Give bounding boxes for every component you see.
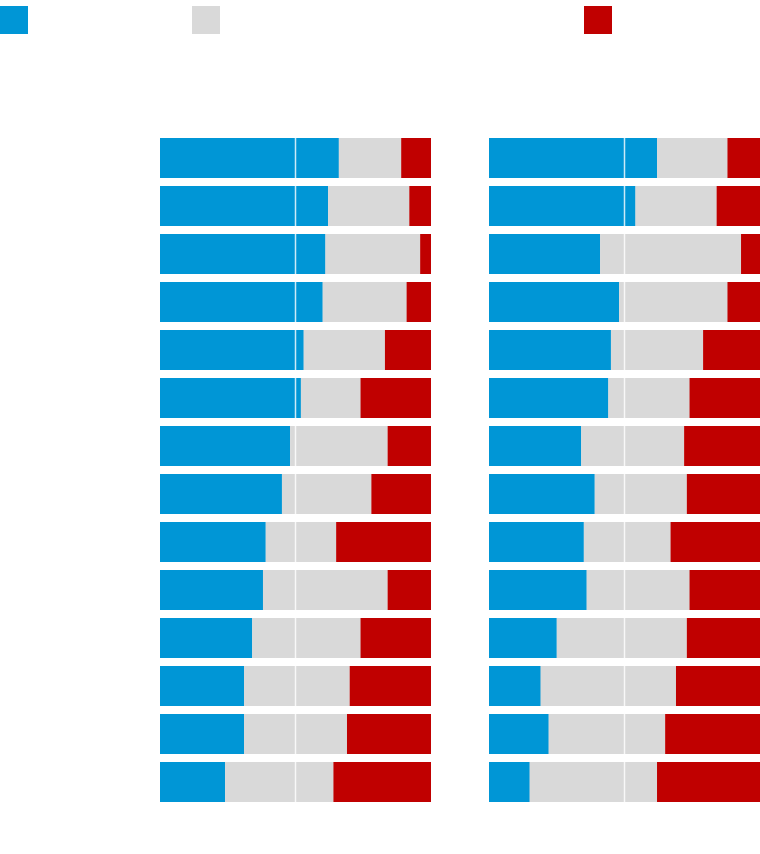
bar-segment: [489, 138, 658, 178]
bar-segment: [160, 762, 226, 802]
bar-segment: [406, 282, 431, 322]
bar-segment: [489, 330, 611, 370]
bar-segment: [349, 666, 431, 706]
bar-segment: [529, 762, 658, 802]
bar-segment: [387, 426, 431, 466]
bar-segment: [727, 138, 760, 178]
bar-segment: [160, 618, 253, 658]
bar-segment: [346, 714, 431, 754]
legend-swatch: [0, 6, 28, 34]
bar-segment: [657, 138, 728, 178]
bar-segment: [325, 234, 421, 274]
bar-segment: [489, 186, 636, 226]
bar-segment: [387, 570, 431, 610]
bar-segment: [489, 714, 549, 754]
bar-segment: [670, 522, 760, 562]
bar-segment: [583, 522, 671, 562]
bar-segment: [328, 186, 410, 226]
bar-segment: [401, 138, 431, 178]
bar-segment: [489, 378, 609, 418]
bar-segment: [160, 330, 304, 370]
bar-segment: [489, 570, 587, 610]
legend-swatch: [584, 6, 612, 34]
bar-segment: [160, 666, 245, 706]
bar-segment: [635, 186, 717, 226]
bar-segment: [300, 378, 361, 418]
bar-segment: [489, 234, 601, 274]
bar-segment: [675, 666, 760, 706]
bar-segment: [160, 138, 339, 178]
bar-segment: [290, 426, 388, 466]
bar-segment: [336, 522, 431, 562]
bar-segment: [594, 474, 687, 514]
bar-segment: [540, 666, 676, 706]
bar-segment: [489, 762, 530, 802]
bar-segment: [262, 570, 388, 610]
bar-segment: [360, 618, 431, 658]
bar-segment: [489, 474, 595, 514]
legend-swatch: [192, 6, 220, 34]
bar-segment: [420, 234, 431, 274]
bar-segment: [333, 762, 431, 802]
bar-segment: [384, 330, 431, 370]
bar-segment: [689, 378, 760, 418]
bar-segment: [608, 378, 690, 418]
bar-segment: [360, 378, 431, 418]
bar-segment: [489, 282, 620, 322]
bar-segment: [160, 378, 301, 418]
bar-segment: [160, 522, 266, 562]
bar-segment: [409, 186, 431, 226]
bar-segment: [160, 234, 326, 274]
bar-segment: [619, 282, 728, 322]
bar-segment: [548, 714, 666, 754]
bar-segment: [689, 570, 760, 610]
bar-segment: [371, 474, 431, 514]
bar-segment: [160, 570, 263, 610]
bar-segment: [610, 330, 704, 370]
bar-segment: [665, 714, 760, 754]
bar-segment: [586, 570, 690, 610]
bar-segment: [160, 426, 291, 466]
bar-segment: [686, 474, 760, 514]
bar-segment: [703, 330, 760, 370]
bar-segment: [727, 282, 760, 322]
bar-segment: [244, 666, 350, 706]
bar-segment: [303, 330, 385, 370]
bar-segment: [489, 522, 584, 562]
bar-segment: [600, 234, 742, 274]
bar-segment: [489, 618, 557, 658]
bar-segment: [716, 186, 760, 226]
bar-segment: [225, 762, 334, 802]
bar-segment: [684, 426, 760, 466]
bar-segment: [657, 762, 760, 802]
bar-segment: [160, 474, 282, 514]
bar-segment: [252, 618, 361, 658]
bar-segment: [489, 426, 582, 466]
bar-segment: [686, 618, 760, 658]
bar-segment: [160, 714, 245, 754]
bar-segment: [265, 522, 337, 562]
bar-segment: [556, 618, 687, 658]
bar-segment: [489, 666, 541, 706]
bar-segment: [741, 234, 760, 274]
bar-segment: [160, 282, 323, 322]
bar-segment: [281, 474, 372, 514]
bar-segment: [581, 426, 685, 466]
bar-segment: [338, 138, 402, 178]
bar-segment: [322, 282, 407, 322]
bar-segment: [160, 186, 329, 226]
